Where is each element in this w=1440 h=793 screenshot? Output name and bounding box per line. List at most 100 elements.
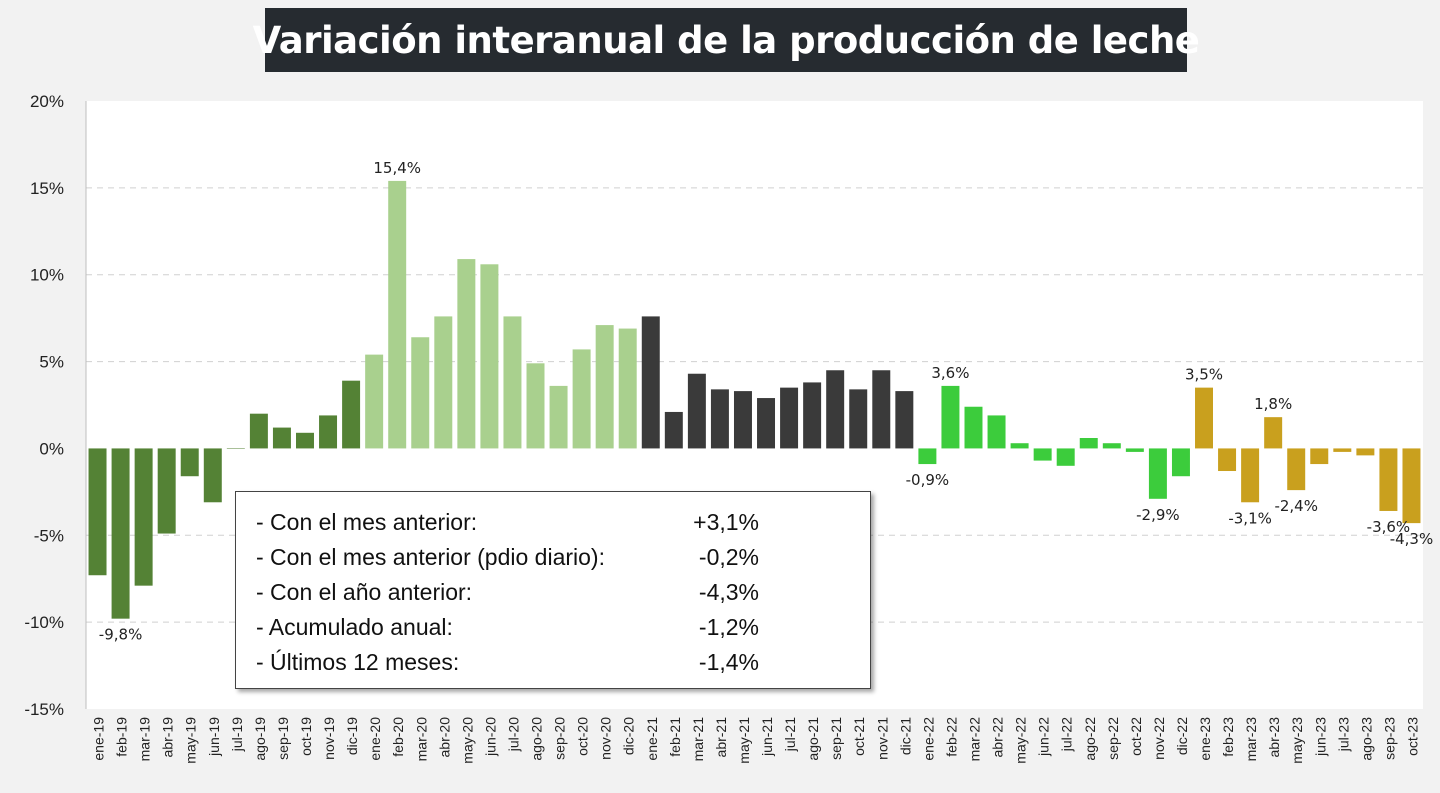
bar-feb-20 xyxy=(388,180,407,449)
y-tick-label: 15% xyxy=(30,179,64,198)
x-tick-label: oct-22 xyxy=(1128,717,1144,756)
bar-mar-20 xyxy=(411,337,430,449)
data-label: -3,6% xyxy=(1367,518,1411,536)
x-tick-label: ago-20 xyxy=(529,717,545,761)
x-tick-label: feb-23 xyxy=(1220,717,1236,757)
summary-row: - Con el mes anterior: +3,1% xyxy=(256,505,870,540)
x-tick-label: oct-21 xyxy=(851,717,867,756)
y-axis-ticks: 20% 15% 10% 5% 0% -5% -10% -15% xyxy=(24,92,64,719)
x-tick-label: may-19 xyxy=(183,717,199,764)
bars xyxy=(88,180,1421,619)
bar-jun-23 xyxy=(1310,448,1329,465)
x-tick-label: mar-19 xyxy=(137,717,153,762)
x-tick-label: jun-21 xyxy=(759,717,775,757)
x-tick-label: may-23 xyxy=(1289,717,1305,764)
bar-dic-21 xyxy=(895,391,914,449)
x-tick-label: mar-22 xyxy=(966,717,982,762)
summary-label: - Con el mes anterior: xyxy=(256,509,478,535)
x-tick-label: jul-20 xyxy=(505,717,521,752)
bar-mar-21 xyxy=(687,373,706,449)
bar-abr-19 xyxy=(157,448,176,534)
x-tick-label: may-22 xyxy=(1013,717,1029,764)
summary-value: -0,2% xyxy=(698,544,759,570)
summary-value: -4,3% xyxy=(698,579,759,605)
bar-sep-20 xyxy=(549,385,568,449)
data-label: -2,9% xyxy=(1136,506,1180,524)
x-tick-label: abr-22 xyxy=(990,717,1006,758)
x-tick-label: abr-19 xyxy=(160,717,176,758)
x-tick-label: jul-23 xyxy=(1335,717,1351,752)
bar-ago-21 xyxy=(803,382,822,449)
bar-ene-19 xyxy=(88,448,107,576)
bar-nov-22 xyxy=(1148,448,1167,499)
y-tick-label: 20% xyxy=(30,92,64,111)
bar-abr-23 xyxy=(1264,417,1283,449)
x-tick-label: ene-22 xyxy=(920,717,936,761)
bar-ago-19 xyxy=(249,413,268,449)
x-tick-label: jun-22 xyxy=(1036,717,1052,757)
x-tick-label: dic-20 xyxy=(621,717,637,755)
bar-ene-21 xyxy=(641,316,660,449)
x-tick-label: jun-19 xyxy=(206,717,222,757)
bar-jul-23 xyxy=(1333,448,1352,452)
y-tick-label: -10% xyxy=(24,613,64,632)
bar-abr-20 xyxy=(434,316,453,449)
x-tick-label: oct-20 xyxy=(575,717,591,756)
bar-feb-21 xyxy=(664,411,683,449)
bar-oct-22 xyxy=(1125,448,1144,452)
x-tick-label: dic-19 xyxy=(344,717,360,755)
bar-feb-23 xyxy=(1218,448,1237,472)
x-tick-label: nov-20 xyxy=(598,717,614,760)
bar-ene-23 xyxy=(1195,387,1213,449)
x-tick-label: ago-21 xyxy=(805,717,821,761)
bar-may-20 xyxy=(457,259,476,449)
summary-value: -1,4% xyxy=(698,649,759,675)
chart-title: Variación interanual de la producción de… xyxy=(252,18,1200,62)
bar-sep-22 xyxy=(1102,443,1121,449)
x-tick-label: jun-20 xyxy=(482,717,498,757)
bar-nov-19 xyxy=(319,415,338,449)
x-tick-label: sep-21 xyxy=(828,717,844,760)
y-tick-label: 5% xyxy=(39,353,64,372)
x-tick-label: ene-23 xyxy=(1197,717,1213,761)
bar-nov-21 xyxy=(872,370,891,449)
x-axis-ticks: ene-19 feb-19 mar-19 abr-19 may-19 jun-19 jul-… xyxy=(91,717,1421,764)
y-tick-label: -15% xyxy=(24,700,64,719)
y-tick-label: 10% xyxy=(30,266,64,285)
bar-sep-19 xyxy=(272,427,291,449)
x-tick-label: feb-22 xyxy=(943,717,959,757)
bar-oct-23 xyxy=(1402,448,1421,524)
x-tick-label: sep-23 xyxy=(1381,717,1397,760)
bar-mar-19 xyxy=(134,448,153,586)
x-tick-label: sep-22 xyxy=(1105,717,1121,760)
summary-row: - Últimos 12 meses: -1,4% xyxy=(256,645,870,680)
x-tick-label: sep-20 xyxy=(552,717,568,760)
x-tick-label: dic-21 xyxy=(897,717,913,755)
summary-value: +3,1% xyxy=(693,509,759,535)
x-tick-label: may-20 xyxy=(459,717,475,764)
x-tick-label: feb-21 xyxy=(667,717,683,757)
bar-sep-23 xyxy=(1379,448,1398,511)
x-tick-label: may-21 xyxy=(736,717,752,764)
bar-jul-19 xyxy=(226,448,245,449)
data-label: -2,4% xyxy=(1274,497,1318,515)
bar-jun-19 xyxy=(203,448,222,503)
summary-label: - Últimos 12 meses: xyxy=(256,649,460,675)
bar-jun-20 xyxy=(480,264,499,449)
summary-row: - Acumulado anual: -1,2% xyxy=(256,610,870,645)
bar-abr-22 xyxy=(987,415,1006,449)
bar-oct-21 xyxy=(849,389,868,449)
summary-box: - Con el mes anterior: +3,1% - Con el me… xyxy=(235,491,871,689)
bar-may-19 xyxy=(180,448,199,477)
x-tick-label: feb-19 xyxy=(114,717,130,757)
summary-label: - Con el año anterior: xyxy=(256,579,473,605)
data-label: -4,3% xyxy=(1390,530,1434,548)
data-label: 1,8% xyxy=(1254,395,1292,413)
x-tick-label: nov-21 xyxy=(874,717,890,760)
x-tick-label: mar-20 xyxy=(413,717,429,762)
bar-oct-19 xyxy=(296,432,314,449)
data-label: 15,4% xyxy=(373,159,421,177)
x-tick-label: nov-19 xyxy=(321,717,337,760)
x-tick-label: ene-20 xyxy=(367,717,383,761)
data-label: -9,8% xyxy=(99,626,143,644)
